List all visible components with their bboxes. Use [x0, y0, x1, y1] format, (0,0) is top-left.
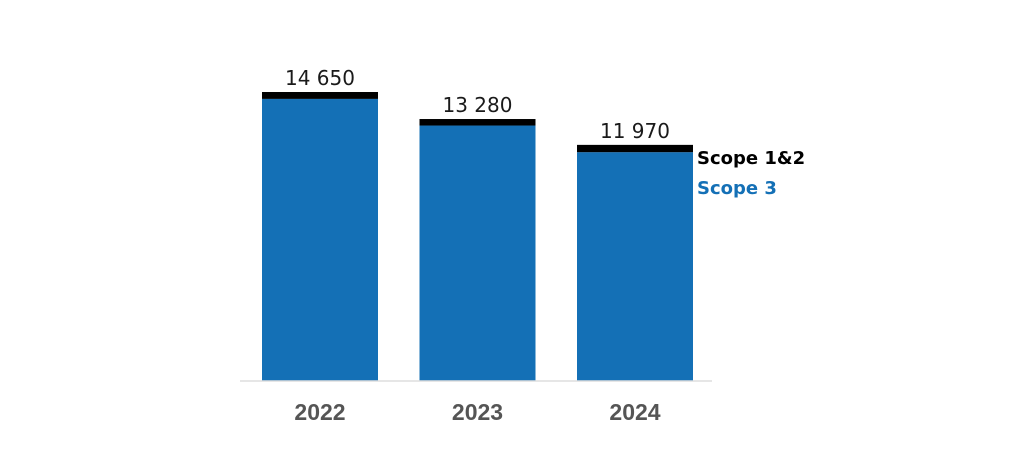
legend-item-scope-3: Scope 3 — [697, 178, 777, 199]
bar-2023-scope-3 — [419, 125, 536, 382]
data-label-total-2022: 14 650 — [285, 66, 355, 90]
bar-2024-scope-1-2 — [577, 144, 693, 153]
bar-2023-scope-1-2 — [419, 119, 536, 126]
bar-2022-scope-1-2 — [262, 92, 378, 99]
x-tick-label-2022: 2022 — [294, 399, 345, 425]
x-tick-label-2024: 2024 — [609, 399, 660, 425]
legend-item-scope-1-2: Scope 1&2 — [697, 148, 805, 169]
bar-2024-scope-3 — [577, 152, 693, 381]
bars-layer — [262, 92, 693, 382]
labels-layer: 14 650 2022 13 280 2023 11 970 2024 — [285, 66, 670, 425]
bar-2022-scope-3 — [262, 98, 378, 382]
legend: Scope 1&2 Scope 3 — [697, 148, 805, 199]
data-label-total-2023: 13 280 — [443, 93, 513, 117]
data-label-total-2024: 11 970 — [600, 119, 670, 143]
x-tick-label-2023: 2023 — [452, 399, 503, 425]
